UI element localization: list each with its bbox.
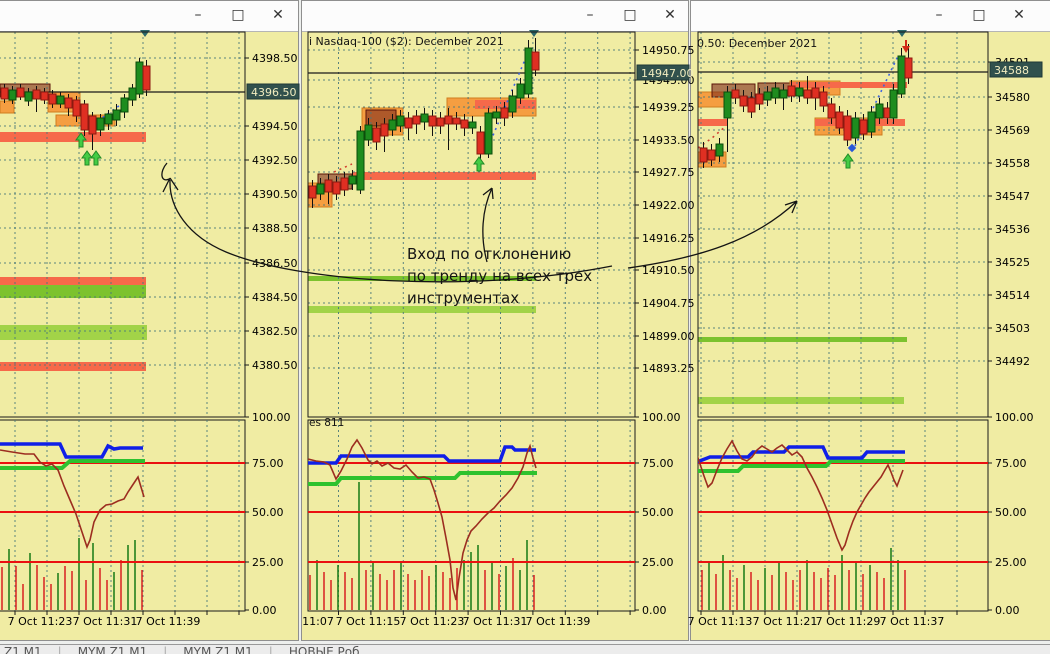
annotation-line: инструментах (407, 289, 520, 307)
taskbar-separator: | (268, 645, 273, 654)
symbol-label-dow: 0.50: December 2021 (697, 37, 818, 50)
minimize-icon[interactable]: – (935, 7, 943, 23)
minimize-icon[interactable]: – (586, 7, 594, 23)
chart-window-nasdaq: – □ ✕ (301, 0, 689, 641)
taskbar: Z1 M1 | MYM Z1 M1 | MYM Z1 M1 | НОВЫЕ Роб (0, 644, 1050, 654)
chart-canvas-es[interactable] (0, 31, 298, 640)
chart-window-dow: – □ ✕ (690, 0, 1050, 641)
annotation-line: Вход по отклонению (407, 245, 572, 263)
minimize-icon[interactable]: – (194, 7, 202, 23)
close-icon[interactable]: ✕ (272, 7, 284, 23)
window-controls: – □ ✕ (190, 6, 286, 24)
chart-window-es: – □ ✕ (0, 0, 299, 641)
window-controls: – □ ✕ (931, 6, 1027, 24)
titlebar[interactable]: – □ ✕ (0, 1, 298, 32)
taskbar-tab[interactable]: НОВЫЕ Роб (288, 645, 360, 654)
close-icon[interactable]: ✕ (664, 7, 676, 23)
taskbar-tab[interactable]: MYM Z1 M1 (77, 645, 148, 654)
taskbar-tab[interactable]: Z1 M1 (4, 645, 42, 654)
symbol-label-nasdaq: i Nasdaq-100 ($2): December 2021 (309, 35, 504, 48)
titlebar[interactable]: – □ ✕ (302, 1, 688, 32)
chart-canvas-dow[interactable] (691, 31, 1050, 640)
annotation-line: по тренду на всех трех (407, 267, 593, 285)
taskbar-separator: | (163, 645, 168, 654)
window-controls: – □ ✕ (582, 6, 678, 24)
chart-canvas-nasdaq[interactable] (302, 31, 688, 640)
maximize-icon[interactable]: □ (231, 7, 245, 23)
maximize-icon[interactable]: □ (623, 7, 637, 23)
indicator-label: es 811 (309, 417, 345, 429)
maximize-icon[interactable]: □ (972, 7, 986, 23)
trade-annotation: Вход по отклонению по тренду на всех тре… (407, 243, 592, 309)
titlebar[interactable]: – □ ✕ (691, 1, 1050, 32)
close-icon[interactable]: ✕ (1013, 7, 1025, 23)
taskbar-separator: | (57, 645, 62, 654)
taskbar-tab[interactable]: MYM Z1 M1 (183, 645, 253, 654)
